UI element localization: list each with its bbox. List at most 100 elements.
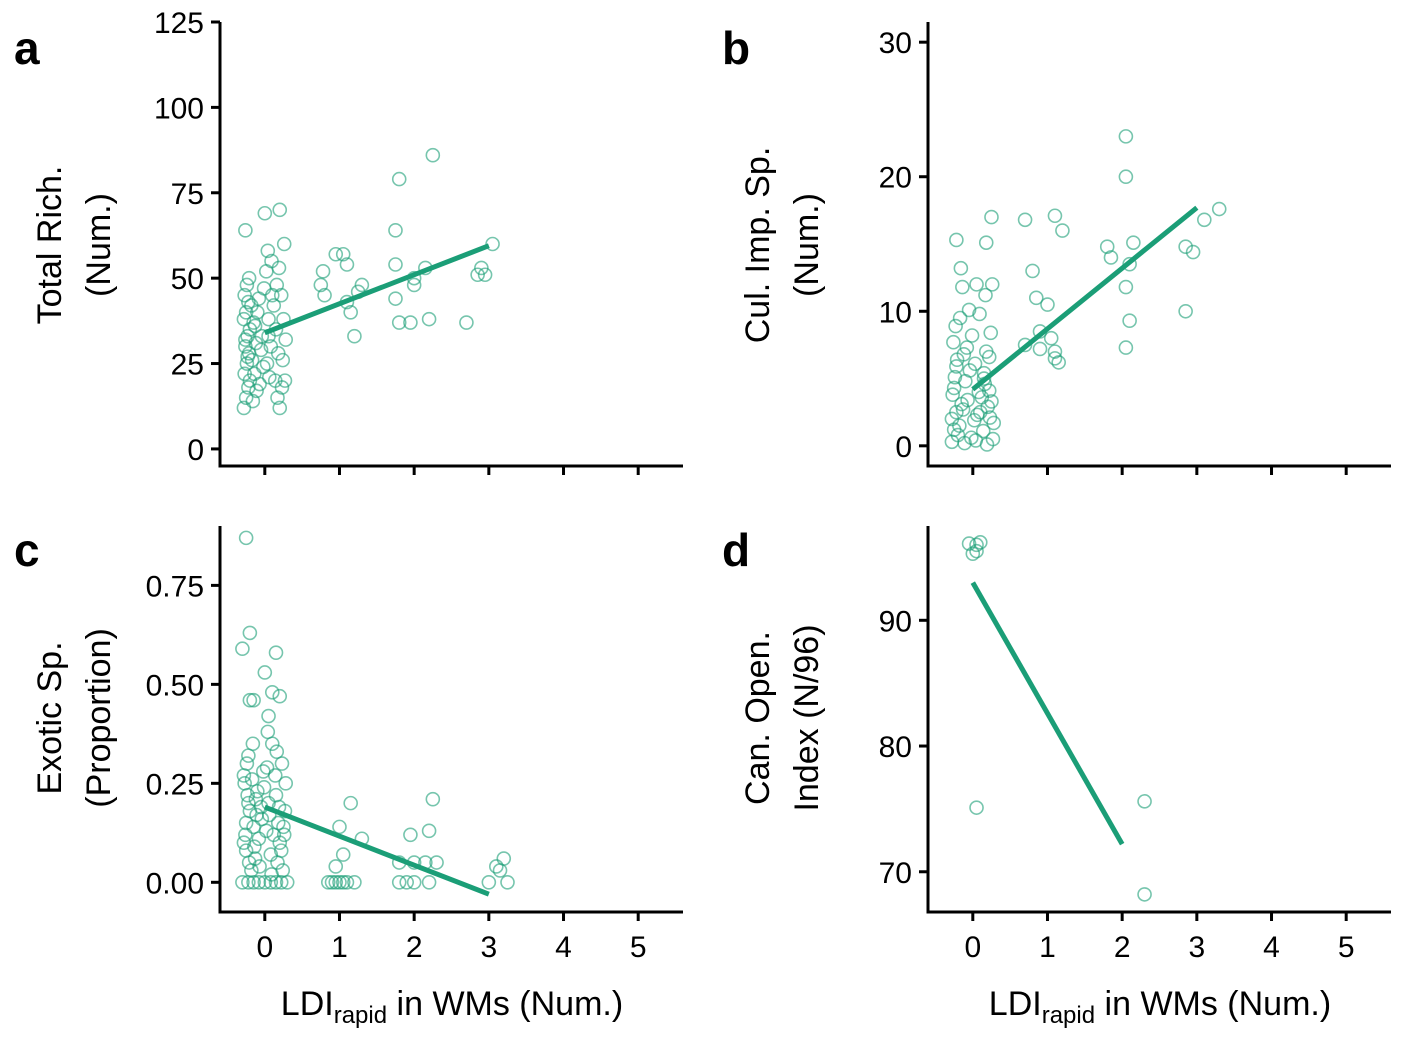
panel-a-data-point [354,277,370,293]
panel-c-xtick-label: 0 [256,931,273,964]
panel-c-data-point [257,665,273,680]
panel-a-ytick-label: 50 [171,263,204,296]
panel-d-ytick-label: 90 [879,605,912,638]
panel-a-data-point [347,328,362,344]
panel-c-data-point [252,859,267,874]
panel-b-data-point [946,334,961,350]
panel-b-data-point [1040,297,1055,312]
panel-b-data-point [1017,337,1033,353]
panel-b-ytick-label: 0 [895,431,912,464]
panel-a-data-point [241,270,257,286]
panel-a-ytick-label: 125 [154,7,204,40]
panel-a-data-point [257,205,273,221]
panel-b-data-point [955,402,971,417]
panel-b-data-point [946,380,962,396]
panel-b-data-point [1028,290,1044,306]
panel-c-data-point [489,859,504,874]
panel-b-data-point [969,277,984,292]
panel-a-data-point [470,267,485,283]
panel-c-data-point [391,875,407,890]
panel-b-data-point [1043,330,1059,346]
panel-a-ytick-label: 25 [171,349,204,382]
panel-b-cultural-importance: Cul. Imp. Sp. (Num.) 0 10 20 30 [739,22,1391,475]
panel-c-data-point [500,875,515,890]
panel-a-data-point [388,257,403,272]
panel-a-data-point [236,311,252,327]
panel-a-ylabel-line2: (Num.) [80,193,118,297]
panel-b-data-point [964,328,980,343]
panel-b-data-point [978,235,994,250]
panel-c-data-point [263,875,279,890]
panel-d-data-point [972,535,988,550]
panel-b-fit-line [971,205,1199,392]
panel-c-data-point [236,768,252,783]
panel-a-data-point [313,277,329,293]
panel-d-data-point [965,546,981,561]
panel-a-data-point [240,349,255,365]
panel-a-data-point [477,267,493,283]
panel-c-data-point [332,875,347,890]
panel-c-data-point [261,708,276,724]
panel-b-data-point [972,404,988,420]
panel-c-ytick-label: 0.75 [146,570,204,603]
panel-b-data-point [1032,341,1048,357]
panel-c-data-point [275,863,291,878]
panel-c-data-point [332,819,347,835]
panel-c-data-point [347,875,362,890]
panel-b-data-point [1126,235,1141,250]
panel-b-data-point [1047,351,1063,366]
panel-b-ytick-label: 30 [879,27,912,60]
panel-c-data-point [247,839,262,854]
panel-d-ylabel-line1: Can. Open. [739,631,777,805]
panel-a-data-point [238,339,253,354]
panel-b-data-point [984,394,999,409]
panel-b-data-point [1051,355,1066,370]
panel-b-data-point [947,369,963,385]
panel-a-data-point [254,328,270,344]
panel-a-data-point [277,373,293,388]
panel-c-data-point [406,875,422,890]
panel-b-data-point [961,302,977,318]
panel-c-xtick-label: 1 [331,931,348,964]
panel-d-xtick-label: 4 [1263,931,1280,964]
panel-b-data-point [952,310,968,326]
panel-letter-c: c [14,524,40,576]
panel-b-data-point [945,387,960,402]
panel-d-data-point [969,800,984,815]
panel-c-data-point [238,530,254,546]
panel-a-ylabel-line1: Total Rich. [31,166,69,325]
panel-a-ytick-label: 75 [171,178,204,211]
panel-letter-d: d [722,524,750,576]
xlabel-subscript: rapid [334,1002,387,1029]
panel-a-data-point [250,305,265,320]
panel-b-data-point [1055,223,1070,238]
panel-c-data-point [403,827,418,843]
panel-b-ylabel-line1: Cul. Imp. Sp. [739,147,777,344]
panel-d-data-point [1137,887,1152,902]
panel-a-data-point [261,311,276,327]
panel-b-data-point [955,279,970,295]
panel-a-data-point [245,393,261,409]
panel-a-data-point [272,202,288,218]
panel-c-data-point [251,831,267,847]
panel-c-data-point [269,744,285,759]
panel-a-data-point [421,311,437,327]
panel-c-data-point [324,875,340,890]
panel-c-data-point [274,756,290,771]
panel-c-data-point [238,827,253,843]
panel-b-data-point [1178,303,1193,319]
panel-c-data-point [244,772,260,787]
xlabel-rest: in WMs (Num.) [1095,985,1331,1023]
panel-b-data-point [1047,344,1063,359]
panel-c-data-point [335,847,351,862]
panel-c-ytick-label: 0.25 [146,768,204,801]
panel-a-data-point [266,298,282,313]
panel-a-data-point [259,356,275,371]
panel-a-data-point [264,287,280,303]
panel-b-data-point [1122,313,1137,328]
panel-c-data-point [235,641,250,657]
panel-a-total-richness: Total Rich. (Num.) 0 25 50 75 100 125 [31,7,683,475]
panel-c-data-point [276,827,292,843]
panel-b-data-point [981,383,997,398]
panel-b-data-point [985,431,1001,447]
